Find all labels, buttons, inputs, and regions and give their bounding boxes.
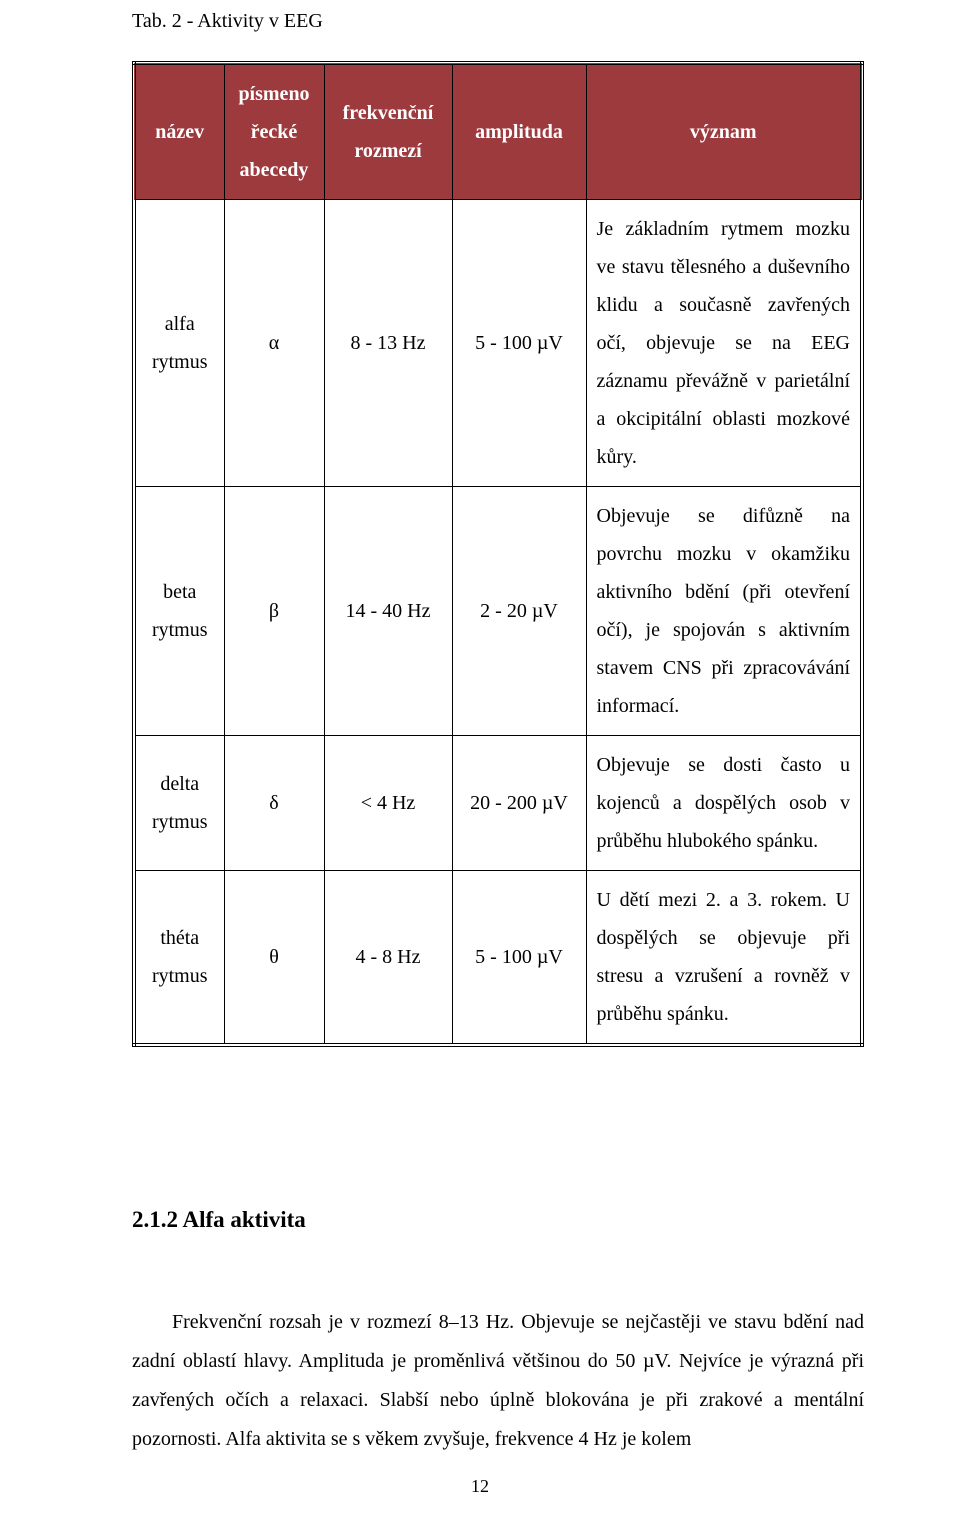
cell-freq: 14 - 40 Hz	[324, 487, 452, 736]
cell-letter: α	[224, 200, 324, 487]
cell-meaning: Je základním rytmem mozku ve stavu těles…	[586, 200, 862, 487]
document-page: Tab. 2 - Aktivity v EEG název písmeno ře…	[0, 0, 960, 1515]
cell-letter: θ	[224, 871, 324, 1046]
page-number: 12	[0, 1476, 960, 1497]
cell-letter: β	[224, 487, 324, 736]
cell-amp: 5 - 100 µV	[452, 871, 586, 1046]
cell-name: beta rytmus	[134, 487, 224, 736]
table-body: alfa rytmus α 8 - 13 Hz 5 - 100 µV Je zá…	[134, 200, 862, 1046]
table-caption: Tab. 2 - Aktivity v EEG	[132, 10, 864, 33]
body-paragraph: Frekvenční rozsah je v rozmezí 8–13 Hz. …	[132, 1303, 864, 1459]
section-heading: 2.1.2 Alfa aktivita	[132, 1207, 864, 1233]
cell-amp: 20 - 200 µV	[452, 736, 586, 871]
eeg-activities-table: název písmeno řecké abecedy frekvenční r…	[132, 61, 864, 1047]
cell-name: alfa rytmus	[134, 200, 224, 487]
cell-meaning: Objevuje se dosti často u kojenců a dosp…	[586, 736, 862, 871]
table-row: alfa rytmus α 8 - 13 Hz 5 - 100 µV Je zá…	[134, 200, 862, 487]
col-header-meaning: význam	[586, 63, 862, 200]
cell-freq: 4 - 8 Hz	[324, 871, 452, 1046]
table-row: delta rytmus δ < 4 Hz 20 - 200 µV Objevu…	[134, 736, 862, 871]
table-row: beta rytmus β 14 - 40 Hz 2 - 20 µV Objev…	[134, 487, 862, 736]
cell-meaning: Objevuje se difůzně na povrchu mozku v o…	[586, 487, 862, 736]
cell-name: théta rytmus	[134, 871, 224, 1046]
table-header-row: název písmeno řecké abecedy frekvenční r…	[134, 63, 862, 200]
col-header-name: název	[134, 63, 224, 200]
cell-amp: 5 - 100 µV	[452, 200, 586, 487]
cell-amp: 2 - 20 µV	[452, 487, 586, 736]
col-header-amp: amplituda	[452, 63, 586, 200]
table-row: théta rytmus θ 4 - 8 Hz 5 - 100 µV U dět…	[134, 871, 862, 1046]
cell-letter: δ	[224, 736, 324, 871]
col-header-letter: písmeno řecké abecedy	[224, 63, 324, 200]
cell-freq: < 4 Hz	[324, 736, 452, 871]
cell-name: delta rytmus	[134, 736, 224, 871]
table-header: název písmeno řecké abecedy frekvenční r…	[134, 63, 862, 200]
cell-meaning: U dětí mezi 2. a 3. rokem. U dospělých s…	[586, 871, 862, 1046]
cell-freq: 8 - 13 Hz	[324, 200, 452, 487]
col-header-freq: frekvenční rozmezí	[324, 63, 452, 200]
